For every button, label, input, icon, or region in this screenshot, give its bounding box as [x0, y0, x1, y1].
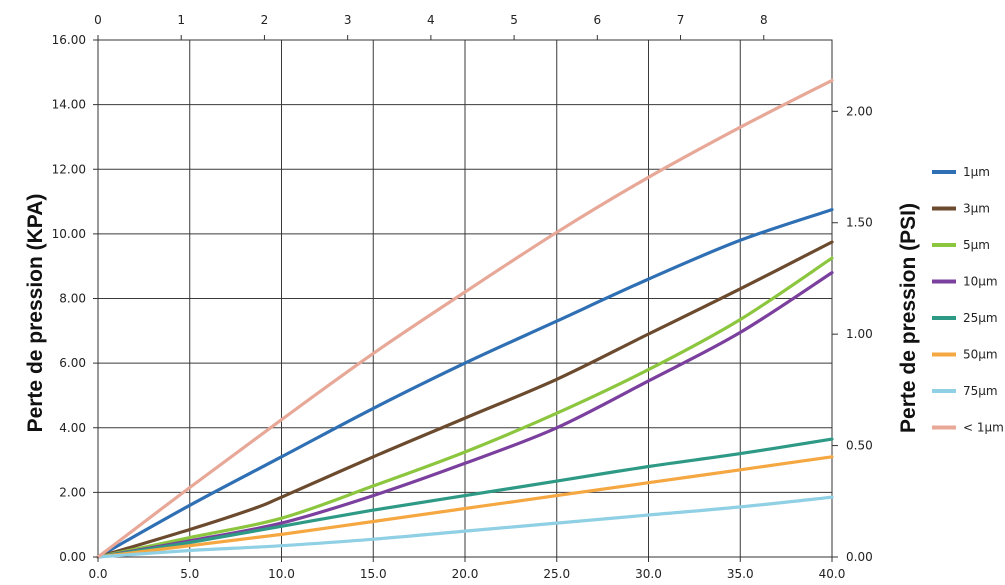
- legend-label: < 1µm: [963, 421, 1004, 435]
- x-bottom-tick-label: 15.0: [360, 567, 387, 581]
- series-line-25m: [96, 437, 834, 559]
- legend-item: 25µm: [932, 311, 998, 325]
- series-line-50m: [96, 455, 834, 559]
- y-left-tick-label: 8.00: [59, 292, 86, 306]
- legend-label: 3µm: [963, 202, 990, 216]
- series-lines: [96, 78, 834, 559]
- legend-label: 5µm: [963, 238, 990, 252]
- x-top-tick-label: 2: [261, 13, 269, 27]
- y-left-tick-label: 2.00: [59, 485, 86, 499]
- y-right-tick-label: 2.00: [846, 104, 873, 118]
- y-axis-title-right: Perte de pression (PSI): [897, 203, 920, 433]
- legend-label: 50µm: [963, 348, 998, 362]
- y-left-tick-label: 14.00: [52, 98, 86, 112]
- y-left-tick-label: 16.00: [52, 33, 86, 47]
- legend-label: 1µm: [963, 165, 990, 179]
- legend-item: 50µm: [932, 348, 998, 362]
- x-top-tick-label: 1: [177, 13, 185, 27]
- y-left-tick-label: 4.00: [59, 421, 86, 435]
- legend-item: < 1µm: [932, 421, 1004, 435]
- series-line-1m: [96, 78, 834, 559]
- y-right-tick-label: 0.50: [846, 439, 873, 453]
- series-line-1m: [96, 208, 834, 559]
- legend-item: 5µm: [932, 238, 990, 252]
- x-top-tick-label: 0: [94, 13, 102, 27]
- y-right-tick-label: 1.50: [846, 216, 873, 230]
- x-bottom-tick-label: 0.0: [88, 567, 107, 581]
- x-bottom-tick-label: 40.0: [819, 567, 846, 581]
- y-left-tick-label: 0.00: [59, 550, 86, 564]
- legend-label: 25µm: [963, 311, 998, 325]
- x-top-tick-label: 7: [677, 13, 685, 27]
- x-top-tick-label: 8: [760, 13, 768, 27]
- legend-item: 75µm: [932, 384, 998, 398]
- y-right-tick-label: 1.00: [846, 327, 873, 341]
- x-bottom-tick-label: 10.0: [268, 567, 295, 581]
- x-bottom-tick-label: 25.0: [543, 567, 570, 581]
- legend: 1µm 3µm 5µm 10µm 25µm 50µm 75µm < 1µm: [932, 165, 1004, 435]
- x-top-tick-label: 3: [344, 13, 352, 27]
- x-bottom-tick-label: 5.0: [180, 567, 199, 581]
- x-top-tick-label: 5: [510, 13, 518, 27]
- legend-label: 75µm: [963, 384, 998, 398]
- series-line-75m: [96, 495, 834, 559]
- x-bottom-tick-label: 20.0: [452, 567, 479, 581]
- axis-ticks: 0.0 5.0 10.0 15.0 20.0 25.0 30.0 35.0 40.0 0 1 2 3 4 5…: [52, 13, 873, 581]
- x-top-tick-label: 6: [593, 13, 601, 27]
- y-right-tick-label: 0.00: [846, 550, 873, 564]
- series-line-5m: [96, 256, 834, 559]
- y-left-tick-label: 6.00: [59, 356, 86, 370]
- legend-item: 10µm: [932, 275, 998, 289]
- legend-label: 10µm: [963, 275, 998, 289]
- legend-item: 1µm: [932, 165, 990, 179]
- series-line-10m: [96, 271, 834, 559]
- x-bottom-tick-label: 30.0: [635, 567, 662, 581]
- y-axis-title-left: Perte de pression (KPA): [24, 194, 47, 433]
- x-bottom-tick-label: 35.0: [727, 567, 754, 581]
- legend-item: 3µm: [932, 202, 990, 216]
- y-left-tick-label: 10.00: [52, 227, 86, 241]
- y-left-tick-label: 12.00: [52, 162, 86, 176]
- x-top-tick-label: 4: [427, 13, 435, 27]
- series-line-3m: [96, 240, 834, 559]
